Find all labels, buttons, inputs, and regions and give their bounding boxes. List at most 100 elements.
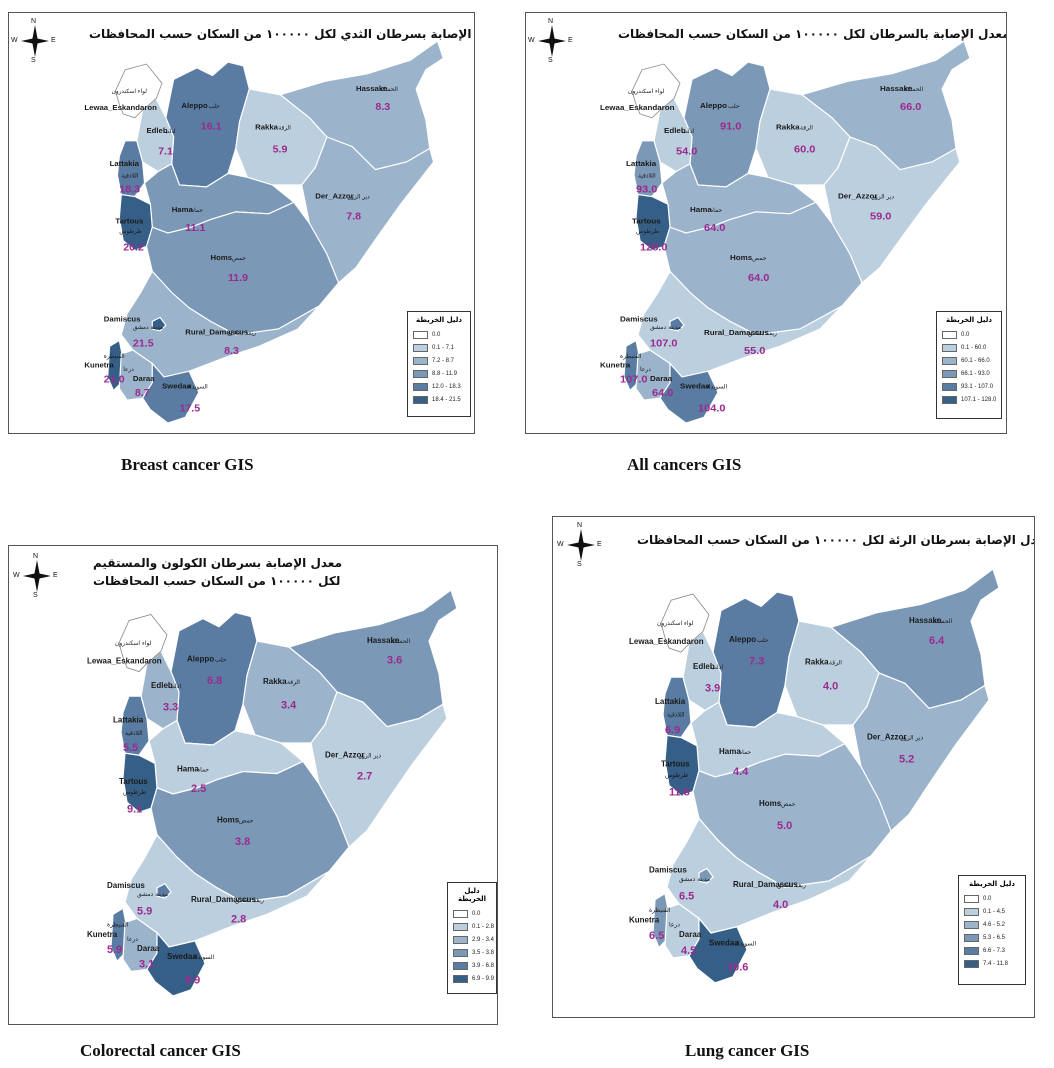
region-der-azzor (301, 136, 435, 284)
region-der-azzor (852, 672, 990, 833)
region-der-azzor (310, 691, 448, 849)
value-damascus: 107.0 (650, 337, 677, 349)
legend-item: 0.1 - 60.0 (942, 341, 996, 354)
value-daraa: 3.1 (139, 958, 154, 970)
legend-range: 93.1 - 107.0 (961, 383, 994, 390)
value-hassake: 66.0 (900, 101, 921, 113)
label-swedaa-ar: السويداء (193, 954, 215, 961)
label-homs-en: Homs (210, 253, 232, 262)
label-tartous-en: Tartous (632, 217, 661, 226)
map-panel-all: Hassake الحسكة 66.0 Aleppo حلب 91.0 Rakka الرقة… (525, 12, 1007, 434)
label-tartous-en: Tartous (115, 216, 143, 225)
legend-range: 0.1 - 2.8 (472, 923, 495, 930)
compass-w: W (557, 541, 564, 548)
value-damascus: 21.5 (133, 337, 154, 349)
value-rakka: 4.0 (823, 680, 838, 692)
legend-swatch (942, 356, 957, 365)
value-kunetra: 5.9 (107, 944, 122, 956)
value-kunetra: 107.0 (620, 374, 647, 386)
legend-range: 7.2 - 8.7 (432, 357, 455, 364)
label-rakka-ar: الرقة (829, 660, 842, 667)
legend-swatch (453, 948, 468, 957)
label-der_azzor-ar: دير الزور (347, 194, 370, 200)
label-swedaa-ar: السويداء (735, 940, 757, 947)
value-hama: 4.4 (733, 766, 749, 778)
legend-range: 12.0 - 18.3 (432, 383, 461, 390)
value-aleppo: 7.3 (749, 656, 764, 668)
label-homs-en: Homs (730, 253, 753, 262)
label-lewaa-ar: لواء اسكندرون (628, 88, 665, 95)
value-swedaa: 17.5 (179, 403, 200, 415)
label-lattakia-en: Lattakia (626, 159, 657, 168)
label-rakka-en: Rakka (805, 658, 829, 667)
label-rakka-en: Rakka (776, 122, 800, 131)
legend-swatch (453, 961, 468, 970)
legend-range: 0.0 (472, 910, 481, 917)
legend-swatch (964, 907, 979, 916)
region-der-azzor (823, 136, 961, 284)
legend-swatch (413, 382, 428, 391)
label-lewaa-ar: لواء اسكندرون (115, 640, 152, 647)
region-swedaa (141, 362, 200, 424)
legend-item: 7.2 - 8.7 (413, 354, 465, 367)
value-swedaa: 10.6 (727, 961, 748, 973)
value-rural_damascus: 2.8 (231, 913, 246, 925)
label-tartous-en: Tartous (119, 777, 148, 786)
compass-s: S (33, 592, 38, 599)
legend-swatch (453, 935, 468, 944)
legend-range: 60.1 - 66.0 (961, 357, 990, 364)
label-rural_damascus-ar: ريف دمشق (777, 882, 806, 889)
label-lewaa-en: Lewaa_Eskandaron (629, 637, 704, 646)
value-hassake: 3.6 (387, 654, 402, 666)
compass-s: S (577, 561, 582, 568)
label-rakka-en: Rakka (263, 677, 287, 686)
value-daraa: 4.5 (681, 945, 696, 957)
label-lewaa-en: Lewaa_Eskandaron (600, 103, 675, 112)
label-rural_damascus-en: Rural_Damascus (733, 880, 798, 889)
label-hama-ar: حماه (710, 208, 723, 214)
compass-w: W (528, 37, 535, 44)
label-aleppo-en: Aleppo (729, 635, 756, 644)
region-swedaa (659, 362, 719, 424)
label-der_azzor-ar: دير الزور (900, 734, 923, 741)
value-homs: 3.8 (235, 836, 250, 848)
label-hassake-ar: الحسكة (933, 618, 953, 625)
label-lattakia-en: Lattakia (655, 697, 686, 706)
label-hama-en: Hama (719, 747, 741, 756)
compass-e: E (568, 37, 573, 44)
label-rural_damascus-ar: ريف دمشق (228, 331, 256, 337)
label-damascus-ar: مدينة دمشق (650, 325, 681, 331)
region-rural-damascus (666, 817, 872, 934)
region-rural-damascus (124, 833, 330, 948)
label-edleb-ar: ادلب (164, 129, 176, 135)
label-homs-ar: حمص (239, 818, 254, 825)
label-homs-ar: حمص (781, 801, 796, 808)
label-lattakia-en: Lattakia (110, 159, 140, 168)
map-title-line: معدل الإصابة بسرطان الكولون والمستقيم (93, 556, 342, 570)
region-swedaa (146, 931, 206, 997)
value-homs: 11.9 (228, 272, 248, 284)
label-hassake-en: Hassake (356, 84, 388, 93)
legend-range: 0.0 (983, 895, 992, 902)
label-edleb-ar: ادلب (682, 129, 694, 135)
compass-n: N (577, 522, 583, 529)
label-daraa-ar: درعا (669, 922, 680, 929)
legend-swatch (413, 369, 428, 378)
compass-n: N (33, 553, 39, 560)
legend-range: 4.6 - 5.2 (983, 921, 1006, 928)
label-rural_damascus-en: Rural_Damascus (185, 328, 248, 337)
legend-swatch (942, 369, 957, 378)
compass-s: S (31, 57, 36, 64)
label-lattakia-ar: اللاذقية (125, 730, 143, 737)
label-der_azzor-en: Der_Azzor (325, 750, 365, 759)
label-lattakia-ar: اللاذقية (638, 173, 656, 179)
legend-item: 8.8 - 11.9 (413, 367, 465, 380)
label-hama-ar: حماه (191, 208, 203, 214)
label-hassake-en: Hassake (880, 84, 913, 93)
legend-range: 0.1 - 60.0 (961, 344, 987, 351)
label-hama-en: Hama (690, 205, 712, 214)
value-lattakia: 5.5 (123, 742, 138, 754)
value-rural_damascus: 4.0 (773, 899, 788, 911)
